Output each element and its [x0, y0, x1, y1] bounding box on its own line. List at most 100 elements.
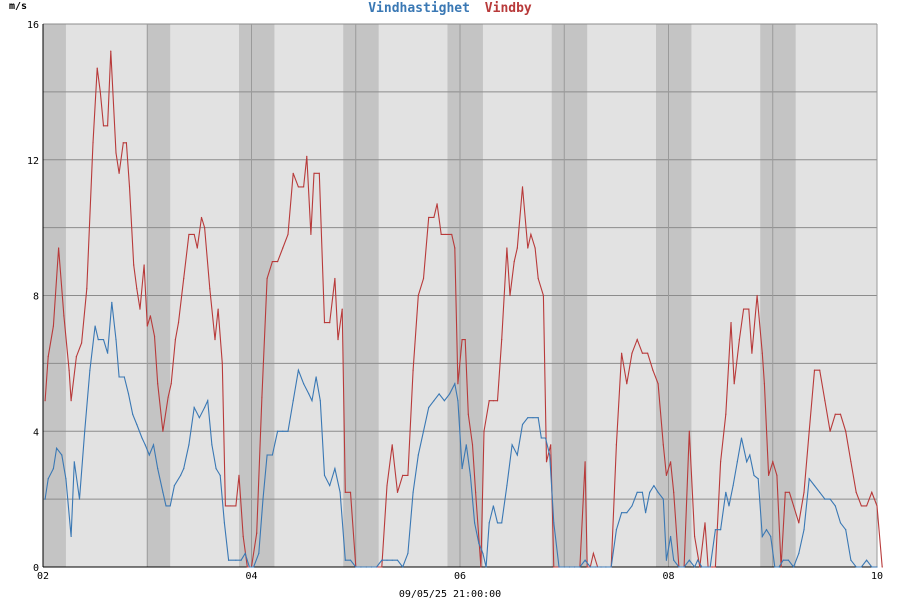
data-point-vindby-36: [193, 233, 195, 236]
data-point-vindby-114: [542, 294, 545, 297]
data-point-vindby-174: [813, 369, 816, 371]
data-point-vindby-23: [139, 308, 141, 310]
data-point-vindhastighet-42: [227, 559, 230, 561]
data-point-vindby-98: [475, 491, 477, 493]
data-point-vindhastighet-172: [845, 529, 847, 531]
data-point-vindby-168: [784, 491, 786, 493]
data-point-vindhastighet-157: [770, 535, 772, 538]
data-point-vindhastighet-165: [808, 478, 810, 480]
data-point-vindhastighet-89: [461, 467, 463, 470]
data-point-vindby-40: [209, 288, 211, 290]
data-point-vindby-96: [467, 413, 469, 415]
data-point-vindby-1: [47, 355, 49, 358]
data-point-vindby-17: [118, 172, 120, 174]
xtick-label-0: 02: [37, 571, 49, 582]
data-point-vindby-33: [177, 322, 180, 324]
data-point-vindby-25: [146, 325, 148, 327]
data-point-vindhastighet-40: [219, 474, 221, 476]
data-point-vindhastighet-105: [532, 417, 534, 419]
data-point-vindhastighet-5: [65, 478, 67, 480]
data-point-vindhastighet-136: [678, 566, 680, 568]
data-point-vindby-177: [829, 430, 831, 432]
data-point-vindby-167: [780, 566, 782, 568]
data-point-vindhastighet-101: [511, 444, 513, 446]
data-point-vindhastighet-71: [370, 566, 372, 568]
data-point-vindby-161: [756, 294, 758, 297]
data-point-vindby-163: [763, 383, 766, 385]
data-point-vindby-126: [592, 552, 595, 555]
data-point-vindby-54: [271, 260, 273, 263]
data-point-vindhastighet-100: [506, 484, 508, 487]
data-point-vindby-173: [808, 430, 810, 432]
data-point-vindby-182: [855, 491, 857, 493]
data-point-vindby-57: [287, 233, 289, 236]
data-point-vindhastighet-88: [457, 400, 459, 402]
data-point-vindhastighet-55: [292, 400, 294, 402]
data-point-vindhastighet-158: [774, 566, 776, 568]
data-point-vindby-77: [381, 566, 383, 568]
data-point-vindby-101: [488, 400, 490, 402]
data-point-vindhastighet-73: [381, 559, 383, 561]
data-point-vindhastighet-36: [203, 406, 206, 409]
data-point-vindhastighet-49: [262, 498, 264, 500]
data-point-vindhastighet-63: [329, 484, 331, 487]
data-point-vindhastighet-7: [73, 461, 75, 463]
data-point-vindhastighet-152: [749, 454, 751, 456]
data-point-vindby-157: [738, 339, 740, 341]
data-point-vindby-158: [742, 308, 745, 310]
data-point-vindhastighet-174: [855, 566, 857, 568]
data-point-vindhastighet-1: [47, 478, 49, 480]
data-point-vindhastighet-173: [850, 559, 852, 561]
data-point-vindhastighet-122: [615, 529, 617, 531]
data-point-vindby-53: [266, 277, 268, 280]
data-point-vindby-27: [153, 335, 156, 337]
data-point-vindby-37: [196, 247, 198, 249]
data-point-vindhastighet-96: [488, 522, 490, 524]
data-point-vindhastighet-156: [765, 529, 768, 531]
data-point-vindby-164: [767, 474, 770, 476]
data-point-vindhastighet-14: [107, 352, 109, 354]
data-point-vindhastighet-12: [97, 339, 99, 341]
data-point-vindhastighet-59: [311, 400, 313, 402]
data-point-vindby-32: [174, 339, 176, 341]
data-point-vindhastighet-163: [798, 552, 800, 555]
data-point-vindby-152: [714, 566, 717, 568]
data-point-vindby-138: [652, 369, 654, 371]
data-point-vindby-47: [238, 474, 240, 476]
data-point-vindby-115: [545, 461, 548, 463]
data-point-vindby-136: [641, 352, 644, 354]
data-point-vindhastighet-9: [84, 430, 86, 432]
data-point-vindhastighet-10: [89, 369, 91, 371]
title-series-vindby: Vindby: [485, 1, 532, 16]
data-point-vindby-151: [711, 566, 713, 568]
data-point-vindhastighet-162: [793, 566, 795, 568]
data-point-vindhastighet-44: [240, 559, 242, 561]
data-point-vindby-67: [334, 277, 336, 280]
data-point-vindby-87: [433, 216, 435, 219]
data-point-vindby-143: [673, 491, 675, 493]
data-point-vindby-6: [70, 400, 72, 402]
data-point-vindby-84: [417, 294, 419, 297]
data-point-vindby-58: [292, 172, 294, 174]
data-point-vindby-61: [306, 155, 308, 157]
data-point-vindby-9: [86, 288, 88, 290]
data-point-vindhastighet-128: [644, 512, 647, 514]
data-point-vindby-113: [537, 277, 539, 280]
data-point-vindby-35: [188, 233, 190, 236]
data-point-vindhastighet-150: [740, 437, 743, 439]
data-point-vindby-175: [819, 369, 821, 371]
data-point-vindhastighet-117: [589, 566, 591, 568]
data-point-vindby-156: [733, 383, 735, 385]
data-point-vindby-139: [657, 383, 659, 385]
data-point-vindhastighet-98: [496, 522, 499, 524]
data-point-vindhastighet-20: [132, 413, 134, 415]
data-point-vindby-82: [407, 474, 409, 476]
chart-title: Vindhastighet Vindby: [368, 1, 532, 16]
data-point-vindby-124: [586, 566, 588, 568]
data-point-vindby-78: [386, 484, 388, 487]
xtick-label-1: 04: [245, 571, 257, 582]
data-point-vindhastighet-93: [478, 542, 480, 544]
data-point-vindhastighet-143: [709, 566, 711, 568]
data-point-vindby-85: [422, 277, 425, 280]
